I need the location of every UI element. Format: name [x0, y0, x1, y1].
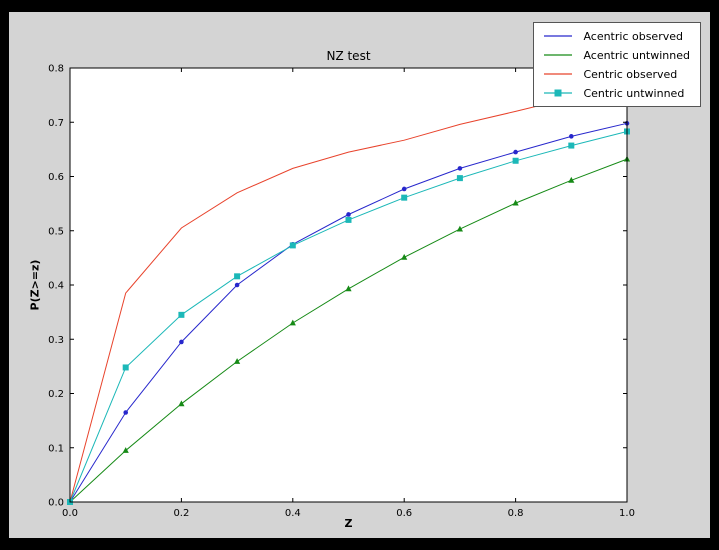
data-point-marker — [179, 339, 184, 345]
plot-canvas: 0.0 0.2 0.4 0.6 0.8 1.0 0.0 0.1 0.2 0.3 0.4 0.5 0.6 0… — [48, 64, 635, 520]
data-point-marker — [178, 311, 185, 318]
x-tick-label: 0.6 — [396, 508, 412, 519]
data-point-marker — [456, 175, 463, 182]
data-point-marker — [234, 282, 240, 288]
y-tick-label: 0.6 — [48, 172, 64, 183]
data-point-marker — [401, 194, 408, 201]
data-point-marker — [122, 364, 129, 371]
data-point-marker — [345, 285, 352, 292]
legend-line-sample — [544, 73, 573, 75]
legend-item-centric-untwinned: Centric untwinned — [542, 85, 690, 101]
figure-canvas: 0.0 0.2 0.4 0.6 0.8 1.0 0.0 0.1 0.2 0.3 0.4 0.5 0.6 0… — [9, 12, 710, 538]
x-tick-label: 0.4 — [285, 508, 301, 519]
legend-item-acentric-untwinned: Acentric untwinned — [542, 47, 690, 63]
data-point-marker — [178, 400, 185, 407]
data-point-marker — [568, 176, 575, 183]
x-tick-label: 0.8 — [508, 508, 524, 519]
data-point-marker — [401, 186, 407, 192]
legend-label: Acentric untwinned — [583, 48, 690, 62]
y-axis-label: P(Z>=z) — [28, 259, 42, 311]
data-point-marker — [512, 157, 519, 164]
chart-title: NZ test — [326, 49, 371, 63]
x-axis-label: Z — [344, 517, 353, 530]
data-point-marker — [512, 199, 519, 206]
data-point-marker — [568, 142, 575, 149]
y-tick-label: 0.8 — [48, 64, 64, 75]
legend-item-centric-observed: Centric observed — [542, 66, 690, 82]
y-tick-label: 0.2 — [48, 389, 64, 400]
legend-line-sample — [544, 89, 573, 97]
data-point-marker — [401, 253, 408, 260]
legend-label: Centric observed — [583, 67, 678, 81]
y-tick-label: 0.7 — [48, 118, 64, 129]
legend-label: Centric untwinned — [583, 86, 685, 100]
data-point-marker — [513, 149, 518, 155]
data-point-marker — [345, 216, 352, 223]
legend-line-sample — [544, 54, 573, 56]
legend-label: Acentric observed — [583, 29, 683, 43]
data-point-marker — [122, 447, 129, 453]
y-tick-label: 0.5 — [48, 226, 64, 237]
data-point-marker — [234, 273, 241, 280]
x-tick-label: 1.0 — [619, 508, 635, 519]
data-point-marker — [569, 134, 574, 139]
legend-line-sample — [544, 35, 573, 37]
legend: Acentric observed Acentric untwinned Centr… — [533, 22, 701, 107]
y-tick-label: 0.3 — [48, 335, 64, 346]
data-point-marker — [346, 212, 351, 217]
data-point-marker — [457, 166, 463, 171]
data-point-marker — [234, 358, 241, 364]
axes-background — [70, 68, 627, 502]
x-tick-label: 0.2 — [173, 508, 189, 519]
data-point-marker — [123, 410, 128, 415]
x-tick-label: 0.0 — [62, 508, 78, 519]
data-point-marker — [456, 225, 463, 232]
y-tick-label: 0.0 — [48, 498, 64, 509]
y-tick-label: 0.1 — [48, 443, 64, 454]
legend-item-acentric-observed: Acentric observed — [542, 28, 690, 44]
data-point-marker — [289, 319, 296, 326]
y-tick-label: 0.4 — [48, 281, 64, 292]
data-point-marker — [289, 242, 296, 249]
